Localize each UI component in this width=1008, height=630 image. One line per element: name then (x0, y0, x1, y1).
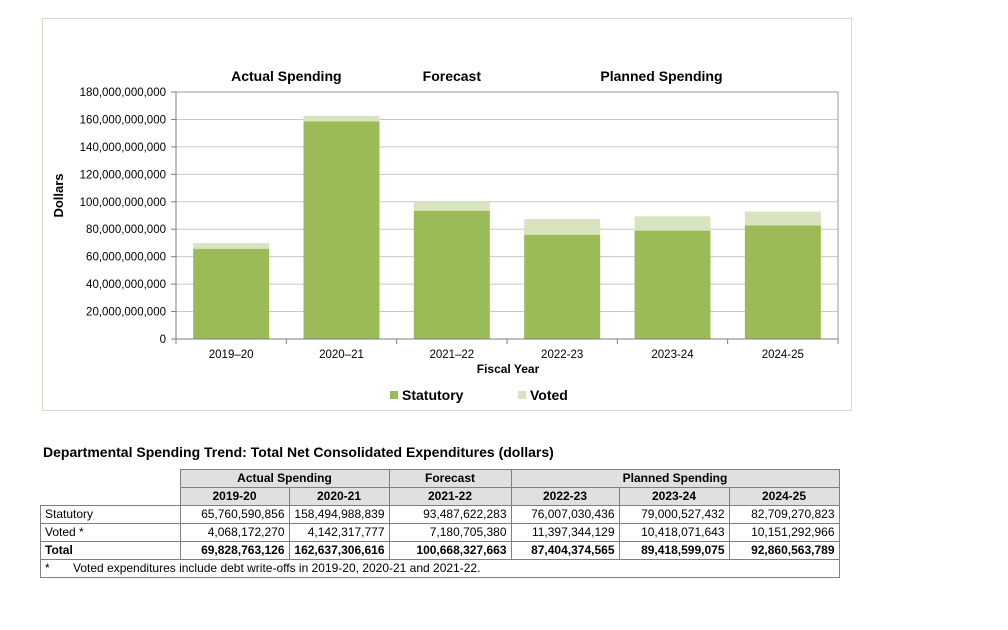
y-tick-label: 80,000,000,000 (86, 224, 166, 236)
y-axis-title: Dollars (51, 173, 66, 217)
legend-label-voted: Voted (530, 387, 568, 403)
x-tick-label: 2022-23 (541, 349, 583, 361)
x-tick-label: 2023-24 (651, 349, 694, 361)
group-label: Actual Spending (231, 68, 341, 84)
row-label-total: Total (40, 541, 181, 560)
spending-table: Actual Spending Forecast Planned Spendin… (40, 469, 840, 578)
legend-swatch-voted (518, 391, 526, 399)
year-header: 2024-25 (728, 487, 840, 506)
year-header: 2022-23 (510, 487, 620, 506)
table-cell: 76,007,030,436 (510, 505, 620, 524)
table-cell: 93,487,622,283 (388, 505, 512, 524)
group-header-forecast: Forecast (388, 469, 512, 488)
year-header: 2021-22 (388, 487, 512, 506)
table-cell: 7,180,705,380 (388, 523, 512, 542)
table-note-row: * Voted expenditures include debt write-o… (40, 559, 840, 578)
table-row: Voted * 4,068,172,270 4,142,317,777 7,18… (40, 523, 840, 542)
y-tick-label: 60,000,000,000 (86, 252, 166, 264)
table-cell: 10,418,071,643 (618, 523, 730, 542)
table-title: Departmental Spending Trend: Total Net C… (43, 444, 554, 460)
y-tick-label: 100,000,000,000 (80, 197, 166, 209)
table-cell: 87,404,374,565 (510, 541, 620, 560)
y-tick-label: 140,000,000,000 (80, 142, 166, 154)
bar-voted (193, 243, 270, 249)
table-cell: 69,828,763,126 (179, 541, 290, 560)
bar-statutory (303, 121, 380, 340)
x-tick-label: 2021–22 (429, 349, 474, 361)
table-cell: 82,709,270,823 (728, 505, 840, 524)
year-header: 2023-24 (618, 487, 730, 506)
year-header: 2019-20 (179, 487, 290, 506)
x-tick-label: 2024-25 (762, 349, 804, 361)
table-cell: 79,000,527,432 (618, 505, 730, 524)
y-tick-label: 40,000,000,000 (86, 279, 166, 291)
table-row-total: Total 69,828,763,126 162,637,306,616 100… (40, 541, 840, 560)
table-cell: 4,142,317,777 (288, 523, 390, 542)
bar-voted (744, 211, 821, 226)
table-cell: 89,418,599,075 (618, 541, 730, 560)
spending-chart: 0 20,000,000,000 40,000,000,000 60,000,000,… (51, 68, 839, 403)
table-corner (41, 470, 181, 488)
bar-voted (524, 219, 601, 235)
table-cell: 100,668,327,663 (388, 541, 512, 560)
x-tick-label: 2019–20 (209, 349, 254, 361)
year-header: 2020-21 (288, 487, 390, 506)
group-label: Forecast (423, 68, 482, 84)
bar-voted (303, 115, 380, 122)
table-corner (41, 488, 181, 506)
note-text: Voted expenditures include debt write-of… (73, 561, 481, 575)
y-tick-label: 160,000,000,000 (80, 114, 166, 126)
group-label: Planned Spending (600, 68, 722, 84)
bar-statutory (634, 230, 711, 339)
bar-voted (634, 216, 711, 231)
bar-statutory (524, 234, 601, 339)
bar-statutory (413, 210, 490, 339)
bar-statutory (744, 225, 821, 339)
y-tick-label: 0 (160, 334, 166, 346)
table-cell: 65,760,590,856 (179, 505, 290, 524)
table-cell: 158,494,988,839 (288, 505, 390, 524)
bar-voted (413, 200, 490, 211)
row-label-statutory: Statutory (40, 505, 181, 524)
table-cell: 162,637,306,616 (288, 541, 390, 560)
y-tick-label: 120,000,000,000 (80, 169, 166, 181)
legend-label-statutory: Statutory (402, 387, 464, 403)
row-label-voted: Voted * (40, 523, 181, 542)
group-header-actual: Actual Spending (179, 469, 390, 488)
table-cell: 10,151,292,966 (728, 523, 840, 542)
table-note: * Voted expenditures include debt write-o… (40, 559, 840, 578)
table-cell: 4,068,172,270 (179, 523, 290, 542)
x-tick-label: 2020–21 (319, 349, 364, 361)
chart-frame (42, 18, 852, 411)
table-cell: 92,860,563,789 (728, 541, 840, 560)
note-marker: * (45, 561, 50, 575)
x-axis-title: Fiscal Year (477, 362, 540, 376)
y-tick-label: 20,000,000,000 (86, 307, 166, 319)
table-cell: 11,397,344,129 (510, 523, 620, 542)
y-tick-label: 180,000,000,000 (80, 87, 166, 99)
bar-statutory (193, 248, 270, 339)
legend-swatch-statutory (390, 391, 398, 399)
group-header-planned: Planned Spending (510, 469, 840, 488)
table-row: Statutory 65,760,590,856 158,494,988,839… (40, 505, 840, 524)
